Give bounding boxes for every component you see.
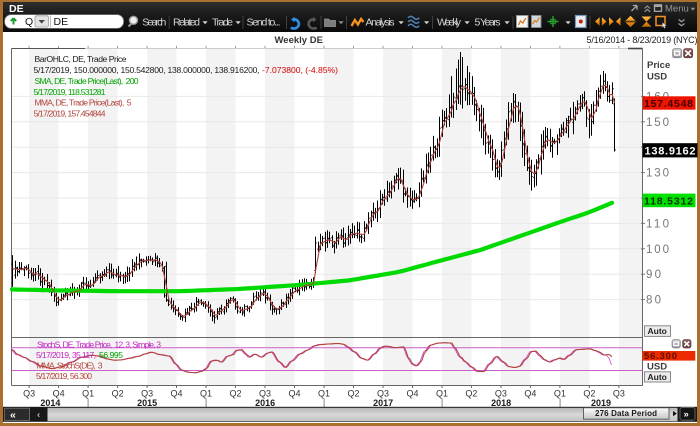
svg-text:56.300: 56.300 <box>644 351 677 362</box>
svg-text:Q4: Q4 <box>524 388 536 398</box>
svg-text:‹: ‹ <box>37 410 40 421</box>
svg-text:150: 150 <box>646 117 669 129</box>
svg-text:110: 110 <box>646 218 669 230</box>
svg-text:Q1: Q1 <box>200 388 212 398</box>
svg-text:56.995: 56.995 <box>99 350 123 360</box>
svg-text:Q4: Q4 <box>288 388 300 398</box>
svg-text:DE: DE <box>54 16 69 28</box>
svg-text:5/17/2019, 118.531281: 5/17/2019, 118.531281 <box>34 87 106 97</box>
svg-text:SMA, DE, Trade Price(Last), 2: SMA, DE, Trade Price(Last), 200 <box>35 76 139 86</box>
svg-text:2015: 2015 <box>137 398 157 408</box>
svg-text:Auto: Auto <box>648 326 667 336</box>
svg-text:Search: Search <box>142 17 166 29</box>
svg-text:USD: USD <box>647 361 667 372</box>
svg-text:»: » <box>684 409 689 420</box>
svg-text:2018: 2018 <box>491 398 511 408</box>
svg-text:Menu: Menu <box>665 4 689 15</box>
svg-text:Q1: Q1 <box>436 388 448 398</box>
svg-text:Q: Q <box>25 16 33 28</box>
svg-text:Q2: Q2 <box>229 388 241 398</box>
svg-text:MMA, DE, Trade Price(Last), 5: MMA, DE, Trade Price(Last), 5 <box>35 98 132 108</box>
svg-text:BarOHLC, DE, Trade Price: BarOHLC, DE, Trade Price <box>35 54 127 64</box>
svg-text:-7.073800, (-4.85%): -7.073800, (-4.85%) <box>262 65 338 75</box>
svg-text:5/17/2019, 150.000000, 150.542: 5/17/2019, 150.000000, 150.542800, 138.0… <box>34 65 260 75</box>
svg-text:Q2: Q2 <box>465 388 477 398</box>
svg-text:Auto: Auto <box>648 372 667 382</box>
svg-text:Q2: Q2 <box>347 388 359 398</box>
svg-text:Q3: Q3 <box>141 388 153 398</box>
svg-text:118.5312: 118.5312 <box>644 195 693 207</box>
svg-text:Q1: Q1 <box>82 388 94 398</box>
svg-text:Price: Price <box>647 60 670 71</box>
svg-text:Q2: Q2 <box>112 388 124 398</box>
svg-text:5/17/2019, 35.117,: 5/17/2019, 35.117, <box>36 350 96 360</box>
svg-text:2017: 2017 <box>373 398 393 408</box>
svg-text:Weekly DE: Weekly DE <box>275 35 323 46</box>
svg-text:Q3: Q3 <box>23 388 35 398</box>
svg-text:Q4: Q4 <box>53 388 65 398</box>
svg-text:Q3: Q3 <box>495 388 507 398</box>
svg-text:Q1: Q1 <box>318 388 330 398</box>
svg-text:5/16/2014 - 8/23/2019 (NYC): 5/16/2014 - 8/23/2019 (NYC) <box>587 35 698 45</box>
svg-text:100: 100 <box>646 244 669 256</box>
svg-text:Q4: Q4 <box>406 388 418 398</box>
svg-text:Trade: Trade <box>212 17 233 29</box>
svg-text:Weekly: Weekly <box>437 17 462 29</box>
svg-text:Q1: Q1 <box>554 388 566 398</box>
svg-text:«: « <box>10 409 16 421</box>
svg-text:157.4548: 157.4548 <box>644 98 693 110</box>
svg-text:USD: USD <box>647 72 667 83</box>
svg-text:2016: 2016 <box>255 398 275 408</box>
svg-text:2019: 2019 <box>591 398 611 408</box>
svg-text:Q4: Q4 <box>170 388 182 398</box>
svg-text:5 Years: 5 Years <box>475 17 501 29</box>
svg-text:Q3: Q3 <box>377 388 389 398</box>
svg-text:StochS, DE, Trade Price, 12,: StochS, DE, Trade Price, 12, 3, Simple, … <box>37 339 161 349</box>
svg-text:Related: Related <box>173 17 200 29</box>
svg-text:Send to...: Send to... <box>247 17 281 29</box>
svg-text:138.9162: 138.9162 <box>645 146 696 158</box>
svg-text:MMA, StochS(DE), 3: MMA, StochS(DE), 3 <box>37 361 103 371</box>
svg-text:Q2: Q2 <box>583 388 595 398</box>
svg-text:Q3: Q3 <box>259 388 271 398</box>
svg-text:Q3: Q3 <box>613 388 625 398</box>
svg-text:2014: 2014 <box>40 398 60 408</box>
svg-text:5/17/2019, 157.454844: 5/17/2019, 157.454844 <box>34 109 106 119</box>
svg-text:276 Data Period: 276 Data Period <box>595 409 657 418</box>
svg-text:Analysis: Analysis <box>366 17 395 29</box>
svg-text:130: 130 <box>646 168 669 180</box>
svg-text:5/17/2019, 56.300: 5/17/2019, 56.300 <box>36 371 92 381</box>
